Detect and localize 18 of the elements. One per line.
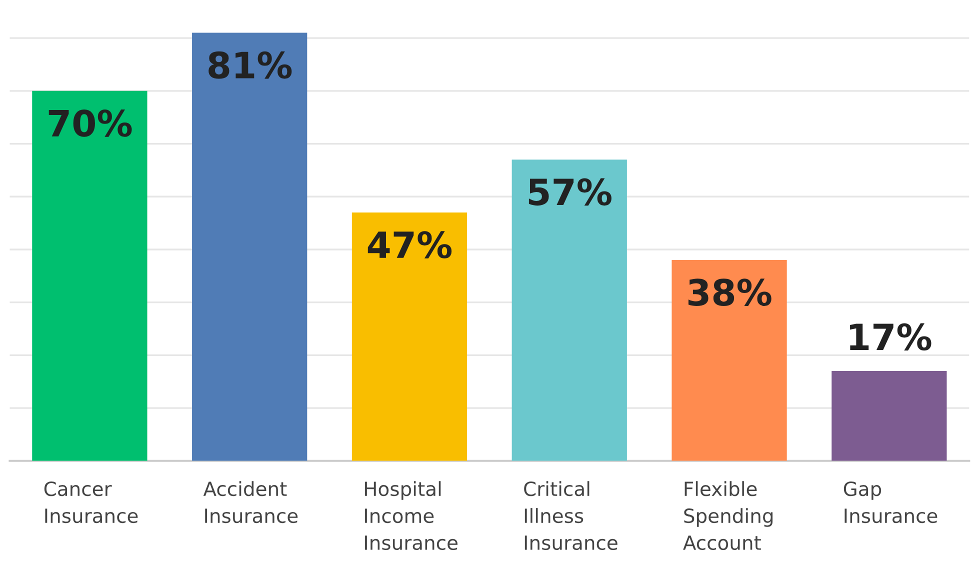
data-label: 47% — [368, 231, 452, 258]
bar — [192, 32, 308, 461]
x-tick-label: Flexible Spending Account — [683, 481, 773, 550]
bar — [832, 371, 947, 461]
data-label: 38% — [688, 278, 772, 306]
x-tick-label: Critical Illness Insurance — [524, 481, 618, 550]
bar — [512, 160, 627, 461]
x-tick-label: Cancer Insurance — [44, 481, 138, 524]
x-tick-label: Accident Insurance — [203, 481, 298, 524]
bar — [352, 212, 468, 461]
data-label: 70% — [48, 110, 132, 137]
data-label: 17% — [850, 323, 932, 351]
x-tick-label: Gap Insurance — [844, 481, 938, 524]
bar — [672, 260, 787, 461]
bar — [32, 90, 148, 461]
data-label: 57% — [528, 178, 612, 206]
data-label: 81% — [208, 51, 292, 79]
x-tick-label: Hospital Income Insurance — [365, 481, 458, 550]
